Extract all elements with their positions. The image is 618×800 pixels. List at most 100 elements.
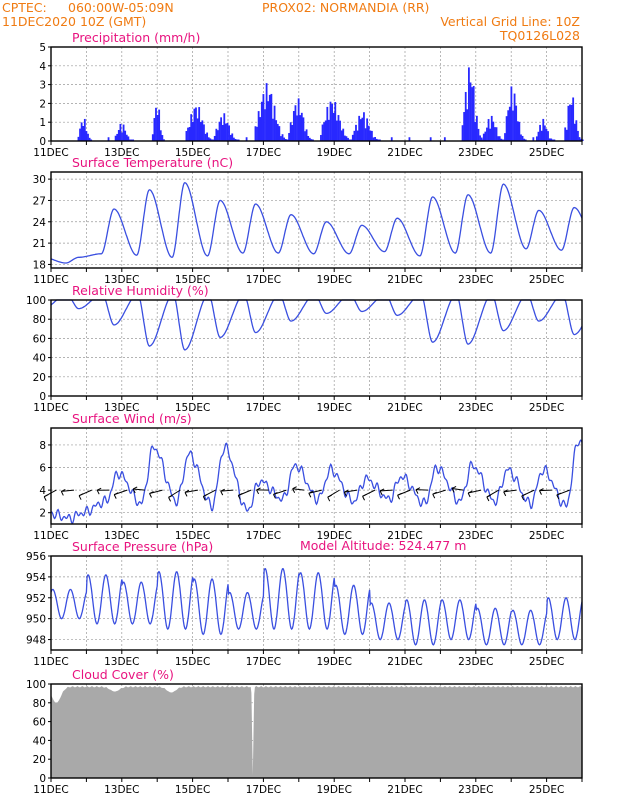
precip-bar xyxy=(371,130,373,141)
precip-bar xyxy=(577,130,579,141)
y-tick-label: 950 xyxy=(26,614,46,626)
precip-bar xyxy=(213,135,216,141)
precip-bar xyxy=(220,117,223,141)
wind-arrow-head xyxy=(256,487,261,491)
precip-bar xyxy=(580,138,583,141)
y-tick-label: 60 xyxy=(33,333,46,345)
wind-arrow-head xyxy=(556,494,560,500)
precip-bar xyxy=(289,122,292,141)
precip-bar xyxy=(356,130,359,141)
x-tick-label: 19DEC xyxy=(316,530,351,542)
precip-bar xyxy=(508,106,511,141)
precip-bar xyxy=(578,137,581,141)
precip-bar xyxy=(294,105,297,141)
wind-arrow-head xyxy=(168,497,172,502)
model-altitude: Model Altitude: 524.477 m xyxy=(300,538,466,553)
precip-bar xyxy=(328,119,330,141)
wind-arrow-head xyxy=(132,486,138,490)
x-tick-label: 15DEC xyxy=(175,530,210,542)
precip-bar xyxy=(79,128,81,141)
precip-bar xyxy=(542,118,545,141)
precip-bar xyxy=(482,133,485,141)
precip-bar xyxy=(312,139,314,141)
y-tick-label: 30 xyxy=(33,174,46,186)
precip-bar xyxy=(198,107,201,141)
panel-frame xyxy=(50,427,583,525)
x-tick-label: 17DEC xyxy=(246,274,281,286)
precip-bar xyxy=(206,132,209,141)
precip-bar xyxy=(543,125,546,141)
x-tick-label: 11DEC xyxy=(33,530,68,542)
precip-bar xyxy=(500,138,503,141)
wind-arrow-head xyxy=(503,489,508,493)
precip-bar xyxy=(347,137,349,141)
x-tick-label: 19DEC xyxy=(316,402,351,414)
precip-bar xyxy=(366,118,369,141)
wind-arrow-head xyxy=(539,490,542,495)
precip-bar xyxy=(88,137,91,141)
wind-arrow-head xyxy=(292,488,296,493)
precip-bar xyxy=(275,120,278,141)
precip-bar xyxy=(350,139,353,141)
precip-bar xyxy=(351,134,354,141)
precip-bar xyxy=(372,137,375,141)
panel-wind: Surface Wind (m/s) 2 4 6 8 11DEC 13DEC 15DEC 17D… xyxy=(33,411,583,542)
panel-temp: Surface Temperature (nC) 18 21 24 27 30 11DEC 1… xyxy=(33,155,583,286)
wind-arrow-head xyxy=(184,492,188,497)
precip-bar xyxy=(510,86,513,141)
precip-bar xyxy=(284,139,287,141)
precip-bar xyxy=(215,128,218,141)
precip-bar xyxy=(504,133,506,141)
precip-bar xyxy=(378,139,381,141)
precip-bar xyxy=(551,139,554,141)
precip-bar xyxy=(369,130,372,141)
precip-bar xyxy=(548,138,551,141)
precip-bar xyxy=(211,139,213,141)
precip-bar xyxy=(498,136,501,141)
precip-bar xyxy=(486,127,488,141)
y-tick-label: 100 xyxy=(26,679,46,691)
precip-bar xyxy=(257,111,260,141)
wind-arrow-head xyxy=(60,491,64,496)
x-tick-label: 23DEC xyxy=(458,656,493,668)
precip-bar xyxy=(505,116,508,141)
precip-bar xyxy=(479,135,481,141)
precip-bar xyxy=(443,137,446,141)
wind-arrow-head xyxy=(432,493,436,499)
precip-bar xyxy=(308,137,311,141)
precip-bar xyxy=(307,136,310,141)
x-tick-label: 21DEC xyxy=(387,784,422,796)
wind-arrow-head xyxy=(343,491,347,497)
precip-bar xyxy=(87,133,89,141)
x-tick-label: 23DEC xyxy=(458,402,493,414)
precip-bar xyxy=(155,107,157,141)
wind-arrow-head xyxy=(327,494,332,498)
x-tick-label: 13DEC xyxy=(104,274,139,286)
precip-bar xyxy=(256,126,258,141)
precip-bar xyxy=(254,126,257,141)
y-tick-label: 4 xyxy=(39,485,46,497)
precip-bar xyxy=(265,83,268,141)
cloud-area xyxy=(51,685,582,778)
precip-bar xyxy=(201,120,204,141)
precip-bar xyxy=(296,115,298,141)
precip-bar xyxy=(334,102,337,141)
x-tick-label: 13DEC xyxy=(104,402,139,414)
precip-bar xyxy=(573,123,576,141)
x-tick-label: 13DEC xyxy=(104,147,139,159)
precip-bar xyxy=(260,101,263,141)
x-tick-label: 23DEC xyxy=(458,530,493,542)
header-code: TQ0126L028 xyxy=(499,28,580,43)
y-tick-label: 948 xyxy=(26,635,46,647)
precip-bar xyxy=(185,131,188,141)
x-tick-label: 25DEC xyxy=(529,147,564,159)
precip-bar xyxy=(228,125,230,141)
precip-bar xyxy=(535,136,538,141)
precip-bar xyxy=(495,127,498,141)
precip-bar xyxy=(262,94,265,141)
precip-bar xyxy=(524,139,527,141)
y-tick-label: 6 xyxy=(39,463,46,475)
precip-bar xyxy=(520,134,522,141)
precip-bar xyxy=(323,122,326,141)
